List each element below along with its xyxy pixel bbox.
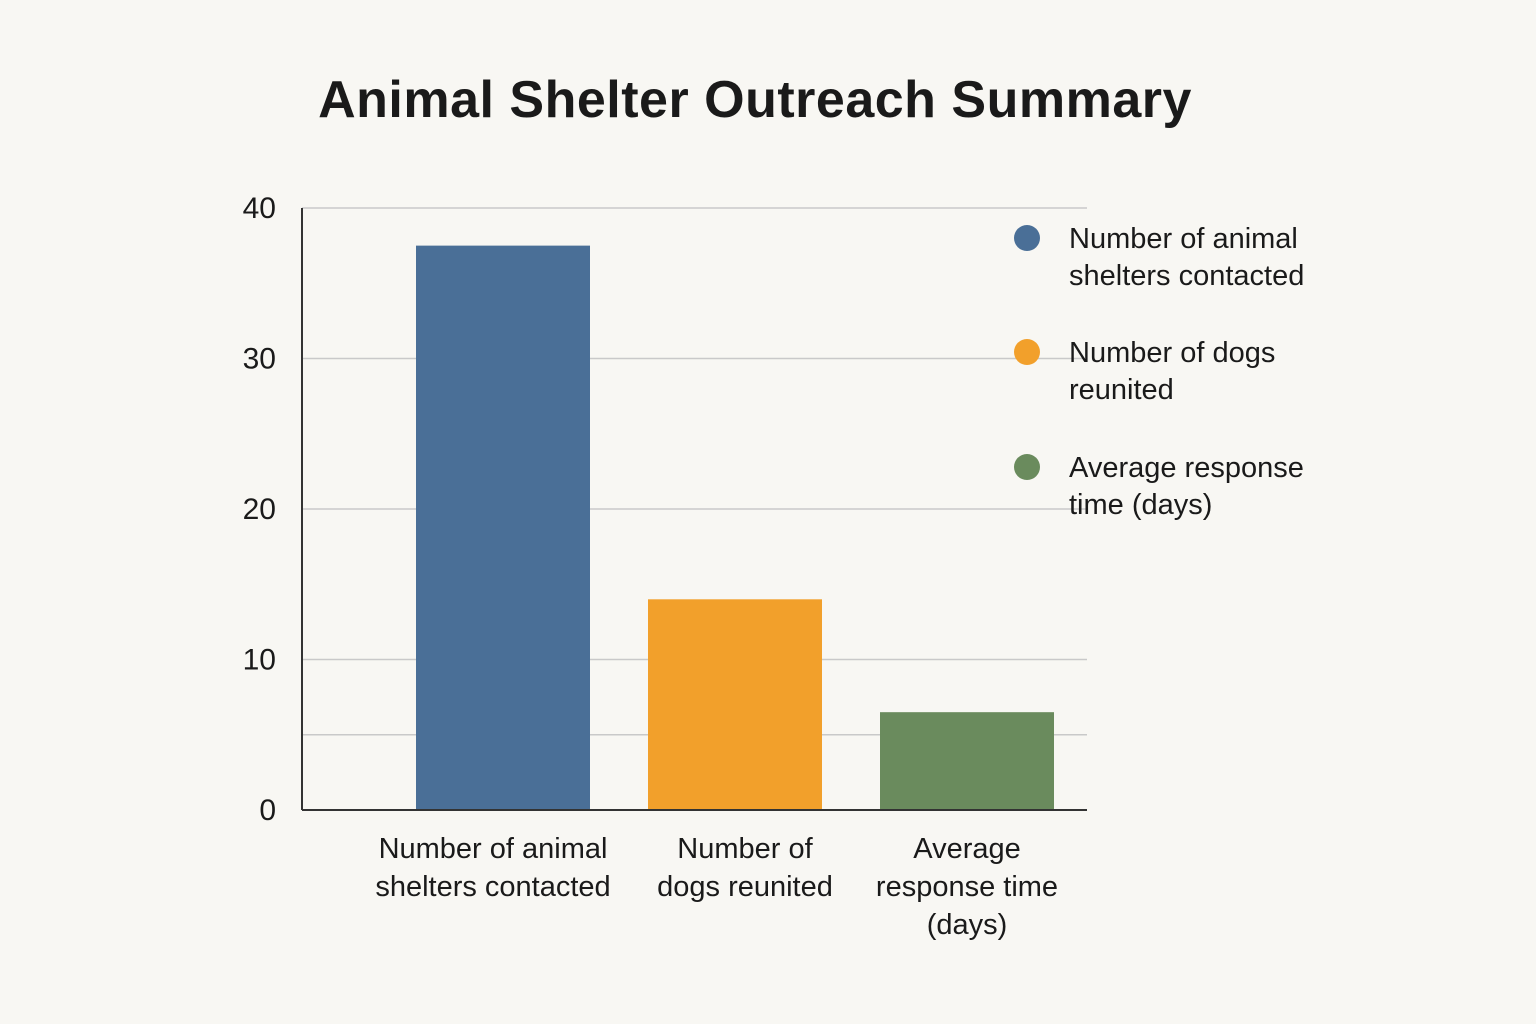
legend-label-line: shelters contacted — [1069, 260, 1304, 292]
legend-label: Number of animal shelters contacted — [1069, 223, 1304, 292]
x-category-label-line: response time — [876, 871, 1058, 903]
y-tick-label: 20 — [243, 493, 276, 526]
x-category-label-line: shelters contacted — [375, 871, 610, 903]
legend-label-line: Number of animal — [1069, 223, 1298, 255]
bar — [648, 599, 822, 810]
legend-label-line: reunited — [1069, 374, 1174, 406]
legend-marker — [1014, 454, 1040, 480]
x-category-label: Number of animal shelters contacted — [375, 833, 610, 903]
legend-marker — [1014, 339, 1040, 365]
x-category-label-line: Number of animal — [379, 833, 608, 865]
legend-label: Number of dogs reunited — [1069, 337, 1275, 406]
y-tick-labels: 0 10 20 30 40 — [243, 192, 276, 827]
axes — [301, 208, 1087, 811]
y-tick-label: 0 — [259, 794, 276, 827]
bar — [416, 245, 590, 810]
y-tick-label: 10 — [243, 644, 276, 677]
legend-label-line: Number of dogs — [1069, 337, 1275, 369]
legend-label-line: time (days) — [1069, 489, 1212, 521]
bar — [880, 712, 1054, 810]
x-category-label: Number of dogs reunited — [657, 833, 833, 903]
x-category-label-line: dogs reunited — [657, 871, 833, 903]
x-category-labels: Number of animal shelters contactedNumber… — [375, 833, 1058, 941]
y-tick-label: 30 — [243, 343, 276, 376]
y-tick-label: 40 — [243, 192, 276, 225]
legend-label-line: Average response — [1069, 452, 1304, 484]
legend-marker — [1014, 225, 1040, 251]
x-category-label-line: (days) — [927, 909, 1008, 941]
x-category-label-line: Average — [913, 833, 1021, 865]
bars — [416, 245, 1054, 810]
x-category-label-line: Number of — [677, 833, 813, 865]
legend: Number of animal shelters contactedNumber… — [1014, 223, 1304, 521]
x-category-label: Average response time (days) — [876, 833, 1058, 941]
chart-title: Animal Shelter Outreach Summary — [318, 71, 1192, 129]
legend-label: Average response time (days) — [1069, 452, 1304, 521]
